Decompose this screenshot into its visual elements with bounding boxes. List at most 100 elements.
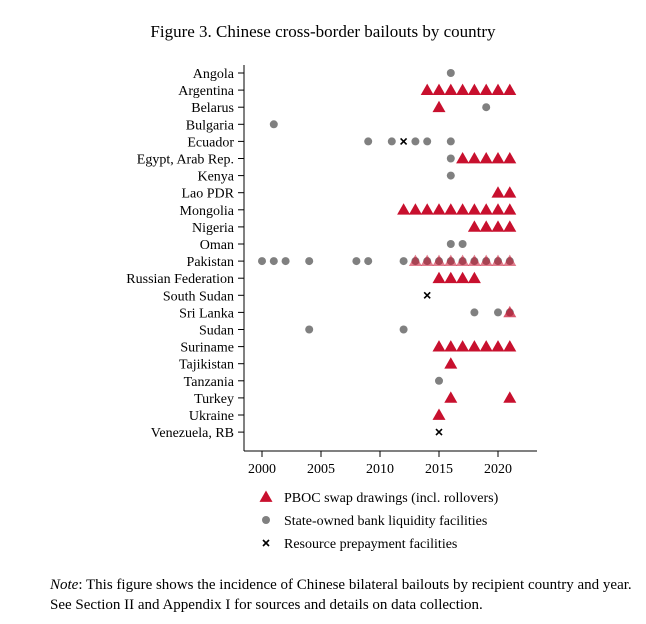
data-point-triangle <box>408 203 422 215</box>
data-point-triangle <box>444 391 458 403</box>
data-point-triangle <box>444 271 458 284</box>
x-tick-label: 2010 <box>366 462 394 477</box>
series-x <box>400 137 443 436</box>
x-tick-label: 2020 <box>484 462 512 477</box>
figure-title: Figure 3. Chinese cross-border bailouts … <box>150 22 496 41</box>
data-point-triangle <box>467 340 481 352</box>
data-point-circle <box>446 240 455 248</box>
legend-marker-x <box>262 539 270 547</box>
y-tick-label: Pakistan <box>187 255 234 270</box>
data-point-triangle <box>432 271 446 284</box>
data-point-triangle <box>503 203 517 215</box>
data-point-circle <box>258 257 266 266</box>
data-point-triangle <box>491 220 505 232</box>
data-point-circle <box>435 376 443 385</box>
y-tick-label: Ukraine <box>189 409 234 424</box>
y-tick-label: Belarus <box>191 101 234 116</box>
data-point-circle <box>269 120 278 129</box>
data-point-circle <box>281 257 290 266</box>
y-axis: Angola Argentina Belarus Bulgaria Ecuador Egy… <box>126 65 245 451</box>
y-tick-label: Russian Federation <box>126 272 234 287</box>
data-point-triangle <box>503 186 517 198</box>
y-tick-label: Lao PDR <box>182 187 235 202</box>
y-tick-label: Angola <box>193 67 235 82</box>
figure-note: Note: This figure shows the incidence of… <box>50 575 640 615</box>
y-tick-label: Ecuador <box>187 135 234 150</box>
data-point-triangle <box>456 83 470 95</box>
data-point-triangle <box>491 186 505 198</box>
data-point-triangle <box>432 340 446 352</box>
data-point-circle <box>364 137 373 146</box>
y-tick-label: Sri Lanka <box>179 306 235 321</box>
data-point-circle <box>399 257 408 266</box>
y-tick-label: Tajikistan <box>179 358 234 373</box>
y-tick-label: Tanzania <box>184 375 235 390</box>
data-point-triangle <box>444 203 458 215</box>
data-point-triangle <box>467 152 481 164</box>
data-point-triangle <box>503 340 517 352</box>
data-point-triangle <box>503 254 517 266</box>
data-point-triangle <box>479 152 493 164</box>
data-point-triangle <box>479 220 493 232</box>
data-point-triangle <box>467 203 481 215</box>
legend-marker-circle <box>262 516 270 524</box>
y-tick-label: Kenya <box>197 170 234 185</box>
data-point-triangle <box>456 203 470 215</box>
data-point-triangle <box>491 83 505 95</box>
data-point-circle <box>446 137 455 146</box>
data-point-x <box>435 428 443 436</box>
data-point-circle <box>470 308 479 317</box>
data-point-triangle <box>444 340 458 352</box>
data-point-triangle <box>479 83 493 95</box>
data-point-circle <box>411 137 420 146</box>
data-point-circle <box>305 325 314 334</box>
note-label: Note <box>50 577 79 593</box>
data-point-triangle <box>479 203 493 215</box>
data-point-triangle <box>432 203 446 215</box>
scatter-chart: Angola Argentina Belarus Bulgaria Ecuador Egy… <box>126 65 537 552</box>
legend-item: PBOC swap drawings (incl. rollovers) <box>259 490 499 506</box>
y-tick-label: Suriname <box>180 341 234 356</box>
y-tick-label: Oman <box>200 238 234 253</box>
legend: PBOC swap drawings (incl. rollovers) Stat… <box>259 490 499 552</box>
x-tick-label: 2015 <box>425 462 453 477</box>
data-point-triangle <box>420 254 434 266</box>
y-tick-label: Venezuela, RB <box>151 426 234 441</box>
data-point-circle <box>269 257 278 266</box>
data-point-triangle <box>444 357 458 369</box>
x-tick-label: 2000 <box>248 462 276 477</box>
legend-label: Resource prepayment facilities <box>284 537 457 552</box>
data-point-triangle <box>503 391 517 403</box>
data-point-triangle <box>456 271 470 284</box>
data-point-triangle <box>444 83 458 95</box>
data-point-triangle <box>491 203 505 215</box>
data-point-triangle <box>467 220 481 232</box>
y-tick-label: Turkey <box>194 392 234 407</box>
data-point-triangle <box>456 340 470 352</box>
data-point-triangle <box>503 83 517 95</box>
data-point-circle <box>423 137 432 146</box>
data-point-circle <box>305 257 314 266</box>
data-point-triangle <box>467 271 481 284</box>
data-point-triangle <box>503 152 517 164</box>
data-point-triangle <box>456 254 470 266</box>
data-point-triangle <box>467 254 481 266</box>
series-triangle <box>397 83 517 420</box>
legend-marker-triangle <box>259 490 273 502</box>
data-point-triangle <box>432 254 446 266</box>
data-point-circle <box>446 154 455 163</box>
x-axis: 2000 2005 2010 2015 2020 <box>244 450 537 477</box>
data-point-x <box>400 137 408 145</box>
data-point-circle <box>458 240 467 248</box>
data-point-circle <box>352 257 361 266</box>
x-tick-label: 2005 <box>307 462 335 477</box>
legend-item: State-owned bank liquidity facilities <box>262 514 487 529</box>
data-point-triangle <box>432 408 446 420</box>
data-point-triangle <box>467 83 481 95</box>
data-point-circle <box>494 308 502 317</box>
data-point-circle <box>387 137 396 146</box>
y-tick-label: Argentina <box>178 84 235 99</box>
y-tick-label: Mongolia <box>180 204 235 219</box>
y-tick-label: South Sudan <box>163 289 234 304</box>
data-point-triangle <box>491 340 505 352</box>
